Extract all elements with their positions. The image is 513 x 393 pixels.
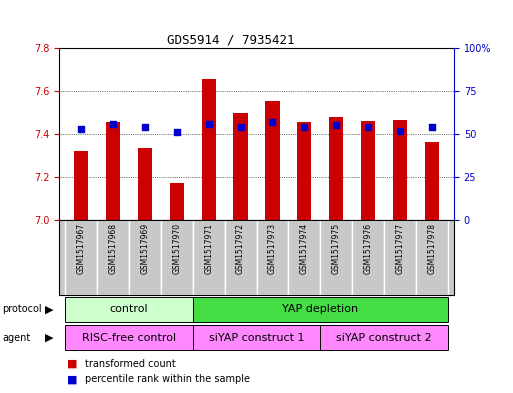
Bar [202, 79, 216, 220]
Bar [193, 297, 448, 322]
Text: GSM1517977: GSM1517977 [396, 223, 404, 274]
Text: GSM1517978: GSM1517978 [427, 223, 436, 274]
Text: agent: agent [3, 332, 31, 343]
Bar [170, 183, 184, 220]
Bar [193, 220, 225, 295]
Point [300, 124, 308, 130]
Bar [138, 148, 152, 220]
Text: GSM1517973: GSM1517973 [268, 223, 277, 274]
Bar [329, 117, 343, 220]
Point [396, 127, 404, 134]
Point [173, 129, 181, 136]
Point [364, 124, 372, 130]
Bar [65, 325, 193, 350]
Bar [256, 220, 288, 295]
Point [268, 119, 277, 125]
Text: percentile rank within the sample: percentile rank within the sample [85, 374, 250, 384]
Bar [320, 220, 352, 295]
Text: GSM1517968: GSM1517968 [109, 223, 117, 274]
Point [332, 122, 340, 129]
Bar [416, 220, 448, 295]
Point [428, 124, 436, 130]
Text: ■: ■ [67, 374, 77, 384]
Text: GSM1517976: GSM1517976 [364, 223, 372, 274]
Text: GSM1517972: GSM1517972 [236, 223, 245, 274]
Text: GDS5914 / 7935421: GDS5914 / 7935421 [167, 34, 294, 47]
Text: GSM1517975: GSM1517975 [331, 223, 341, 274]
Bar [74, 151, 88, 220]
Point [141, 124, 149, 130]
Bar [384, 220, 416, 295]
Text: GSM1517970: GSM1517970 [172, 223, 182, 274]
Text: ■: ■ [67, 358, 77, 369]
Point [77, 126, 85, 132]
Text: YAP depletion: YAP depletion [282, 304, 358, 314]
Text: ▶: ▶ [45, 332, 54, 343]
Bar [97, 220, 129, 295]
Text: protocol: protocol [3, 304, 42, 314]
Bar [193, 325, 320, 350]
Point [205, 121, 213, 127]
Bar [352, 220, 384, 295]
Bar [129, 220, 161, 295]
Bar [106, 122, 121, 220]
Bar [320, 325, 448, 350]
Bar [392, 120, 407, 220]
Bar [297, 122, 311, 220]
Bar [161, 220, 193, 295]
Point [236, 124, 245, 130]
Bar [65, 297, 193, 322]
Bar [65, 220, 97, 295]
Text: siYAP construct 1: siYAP construct 1 [209, 332, 304, 343]
Text: RISC-free control: RISC-free control [82, 332, 176, 343]
Text: GSM1517967: GSM1517967 [77, 223, 86, 274]
Point [109, 121, 117, 127]
Bar [361, 121, 375, 220]
Bar [265, 101, 280, 220]
Bar [233, 114, 248, 220]
Text: ▶: ▶ [45, 304, 54, 314]
Text: GSM1517969: GSM1517969 [141, 223, 149, 274]
Text: transformed count: transformed count [85, 358, 175, 369]
Text: siYAP construct 2: siYAP construct 2 [336, 332, 432, 343]
Bar [225, 220, 256, 295]
Bar [288, 220, 320, 295]
Text: GSM1517971: GSM1517971 [204, 223, 213, 274]
Bar [425, 141, 439, 220]
Text: GSM1517974: GSM1517974 [300, 223, 309, 274]
Text: control: control [110, 304, 148, 314]
